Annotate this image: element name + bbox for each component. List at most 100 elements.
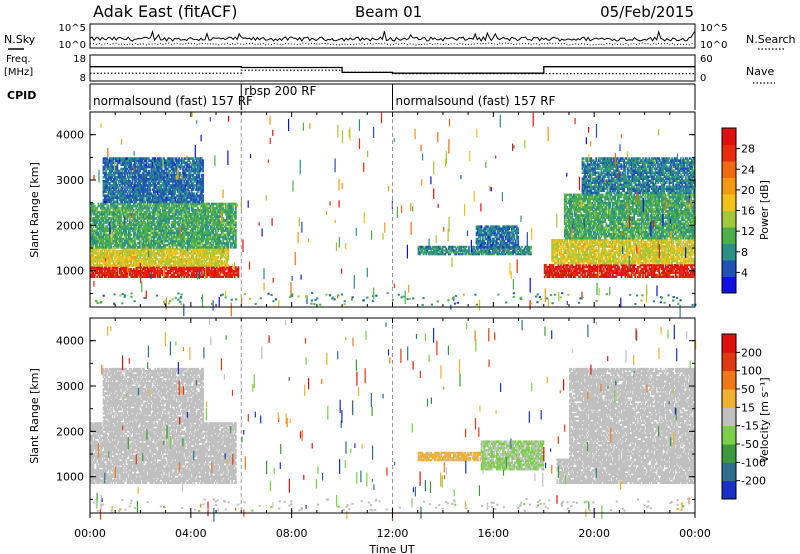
- heatmap-cell: [192, 223, 194, 226]
- heatmap-cell: [197, 231, 199, 235]
- heatmap-cell: [173, 271, 175, 275]
- heatmap-cell: [124, 243, 126, 247]
- heatmap-cell: [102, 223, 105, 226]
- heatmap-cell: [120, 196, 123, 200]
- heatmap-cell: [101, 248, 104, 251]
- heatmap-cell: [127, 248, 130, 251]
- heatmap-cell: [101, 275, 104, 278]
- heatmap-cell: [102, 200, 105, 204]
- heatmap-cell: [223, 260, 226, 263]
- heatmap-cell: [108, 246, 111, 249]
- heatmap-cell: [212, 221, 215, 224]
- heatmap-cell: [111, 157, 114, 160]
- heatmap-cell: [227, 208, 230, 212]
- heatmap-cell: [145, 241, 148, 245]
- heatmap-cell: [105, 271, 107, 275]
- heatmap-cell: [107, 161, 110, 165]
- heatmap-cell: [100, 246, 102, 249]
- heatmap-cell: [211, 252, 213, 255]
- heatmap-cell: [116, 186, 119, 189]
- heatmap-cell: [129, 171, 131, 175]
- heatmap-cell: [190, 260, 193, 263]
- heatmap-cell: [120, 264, 123, 267]
- heatmap-cell: [200, 235, 203, 239]
- heatmap-cell: [188, 243, 191, 247]
- heatmap-cell: [145, 243, 148, 247]
- heatmap-cell: [93, 252, 96, 255]
- heatmap-cell: [119, 190, 121, 193]
- heatmap-cell: [190, 231, 193, 235]
- heatmap-cell: [106, 196, 109, 200]
- heatmap-cell: [144, 237, 146, 241]
- heatmap-cell: [185, 241, 188, 245]
- heatmap-cell: [178, 202, 180, 206]
- heatmap-cell: [195, 273, 198, 277]
- heatmap-cell: [206, 241, 208, 245]
- heatmap-cell: [125, 167, 128, 171]
- heatmap-cell: [221, 202, 223, 206]
- heatmap-cell: [146, 202, 149, 206]
- heatmap-cell: [202, 217, 204, 220]
- heatmap-cell: [141, 227, 144, 230]
- heatmap-cell: [129, 202, 131, 206]
- heatmap-cell: [106, 221, 109, 224]
- heatmap-cell: [208, 219, 211, 222]
- heatmap-cell: [219, 254, 222, 257]
- heatmap-cell: [221, 268, 223, 271]
- heatmap-cell: [185, 250, 188, 253]
- heatmap-cell: [229, 246, 232, 249]
- heatmap-cell: [161, 248, 164, 251]
- heatmap-cell: [233, 221, 236, 224]
- heatmap-cell: [90, 233, 92, 237]
- heatmap-cell: [129, 250, 131, 253]
- heatmap-cell: [142, 271, 145, 275]
- heatmap-cell: [149, 215, 151, 218]
- heatmap-cell: [95, 248, 97, 251]
- heatmap-cell: [184, 248, 187, 251]
- heatmap-cell: [163, 229, 165, 233]
- heatmap-cell: [117, 173, 120, 177]
- heatmap-cell: [161, 221, 164, 224]
- heatmap-cell: [120, 235, 123, 239]
- heatmap-cell: [207, 248, 209, 251]
- heatmap-cell: [93, 204, 96, 208]
- heatmap-cell: [120, 252, 123, 255]
- heatmap-cell: [195, 246, 198, 249]
- heatmap-cell: [154, 262, 157, 265]
- heatmap-cell: [149, 273, 151, 277]
- heatmap-cell: [127, 206, 130, 210]
- heatmap-cell: [203, 206, 206, 210]
- heatmap-cell: [218, 202, 221, 206]
- heatmap-cell: [166, 213, 169, 216]
- heatmap-cell: [192, 262, 194, 265]
- heatmap-cell: [209, 273, 212, 277]
- heatmap-cell: [127, 157, 130, 160]
- heatmap-cell: [214, 217, 217, 220]
- heatmap-cell: [159, 250, 162, 253]
- heatmap-cell: [98, 271, 101, 275]
- heatmap-cell: [117, 192, 120, 195]
- heatmap-cell: [175, 217, 178, 220]
- heatmap-cell: [154, 233, 157, 237]
- heatmap-cell: [222, 246, 225, 249]
- heatmap-cell: [184, 225, 187, 228]
- heatmap-cell: [137, 227, 140, 230]
- heatmap-cell: [183, 237, 186, 241]
- heatmap-cell: [108, 260, 111, 263]
- heatmap-cell: [116, 178, 119, 181]
- heatmap-cell: [131, 223, 134, 226]
- heatmap-cell: [179, 262, 182, 265]
- heatmap-cell: [106, 227, 109, 230]
- heatmap-cell: [140, 258, 143, 261]
- heatmap-cell: [103, 256, 106, 259]
- heatmap-cell: [234, 233, 237, 237]
- heatmap-cell: [92, 233, 95, 237]
- heatmap-cell: [139, 246, 141, 249]
- heatmap-cell: [103, 194, 106, 198]
- heatmap-cell: [98, 256, 101, 259]
- heatmap-cell: [90, 254, 92, 257]
- heatmap-cell: [226, 231, 228, 235]
- heatmap-cell: [221, 275, 223, 278]
- heatmap-cell: [153, 233, 155, 237]
